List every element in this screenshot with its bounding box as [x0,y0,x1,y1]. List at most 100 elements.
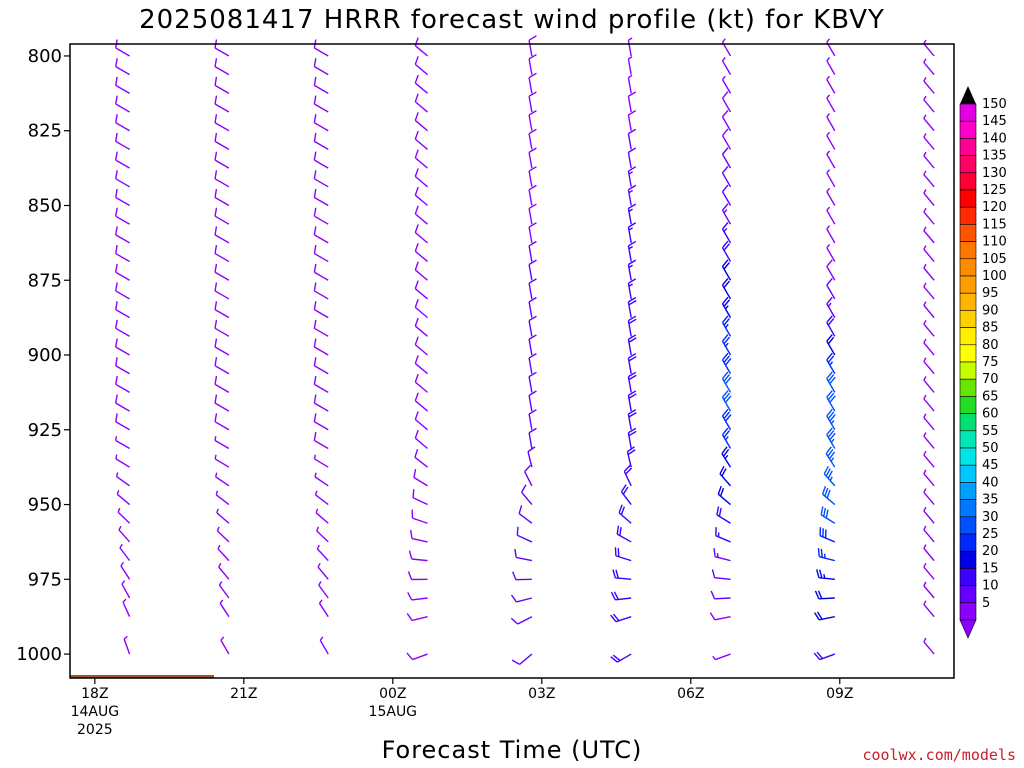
barb-staff [318,602,329,618]
barb-flag [528,315,537,322]
barb-staff [412,517,428,524]
barb-half-flag [923,506,927,512]
wind-barb [510,594,533,603]
wind-barb [313,58,329,76]
barb-flag [628,296,637,303]
barb-half-flag [628,74,633,79]
wind-barb [721,147,732,169]
wind-barb [923,581,935,599]
barb-flag [613,591,619,600]
barb-staff [721,116,732,132]
barb-staff [214,215,230,225]
colorbar-swatch [959,378,977,397]
wind-barb [814,611,835,621]
barb-flag [628,110,637,116]
barb-half-flag [717,532,720,537]
wind-barb [923,600,935,618]
barb-staff [414,63,429,76]
barb-flag [413,468,417,478]
barb-flag [628,147,637,153]
barb-flag [511,659,520,665]
credit-text[interactable]: coolwx.com/models [862,746,1016,764]
barb-flag [828,451,836,460]
barb-staff [923,230,935,244]
barb-staff [115,159,130,169]
barb-flag [115,245,118,254]
barb-flag [408,550,413,560]
barb-staff [314,140,329,151]
wind-barb [826,206,836,225]
chart-title: 2025081417 HRRR forecast wind profile (k… [139,5,885,35]
wind-barb [627,128,637,150]
barb-staff [215,476,230,487]
barb-flag [826,315,833,323]
colorbar-swatch [959,327,977,346]
barb-staff [528,96,533,113]
barb-staff [412,653,428,661]
barb-staff [314,47,329,57]
barb-flag [826,334,833,342]
barb-flag [414,168,419,177]
barb-half-flag [923,114,927,119]
barb-flag [826,489,831,499]
wind-barb [408,550,428,562]
barb-staff [414,232,429,244]
barb-flag [709,612,716,621]
wind-barb [627,147,637,169]
barb-flag [514,548,517,558]
barb-staff [528,189,533,206]
barb-staff [214,439,230,450]
barb-flag [313,431,317,441]
barb-staff [923,286,935,300]
wind-barb [826,371,836,393]
barb-half-flag [317,562,321,568]
barb-flag [721,128,729,137]
wind-barb [826,243,836,262]
barb-flag [313,357,317,366]
wind-barb [618,504,632,524]
barb-flag [623,464,631,472]
y-axis: 800 825 850 875 900 925 950 975 1000 [16,46,70,665]
wind-barb [218,581,230,599]
barb-half-flag [823,573,826,579]
barb-flag [723,243,730,251]
barb-staff [214,84,230,94]
barb-flag [115,151,118,161]
barb-half-flag [115,472,119,477]
x-axis: 18Z 14AUG 2025 21Z 00Z 15AUG 03Z 06Z 09Z [71,678,853,738]
barb-half-flag [830,419,835,425]
colorbar-label: 45 [982,458,999,473]
barb-flag [214,263,218,273]
wind-barb [627,353,637,374]
x-tick-label: 06Z [677,686,704,702]
barb-staff [214,271,230,281]
barb-half-flag [923,432,927,437]
colorbar-top-arrow [960,86,976,104]
wind-barb [314,472,329,487]
barb-staff [826,135,836,150]
wind-barb [814,590,835,600]
barb-flag [618,504,623,513]
barb-flag [723,280,730,289]
barb-half-flag [923,581,927,587]
wind-barb [115,394,130,412]
barb-half-flag [826,94,831,99]
colorbar-label: 100 [982,269,1007,284]
wind-barb [721,390,732,412]
barb-flag [721,109,729,118]
barb-staff [714,616,731,621]
barb-half-flag [826,169,831,174]
barb-staff [923,323,935,337]
wind-barb [528,334,537,356]
wind-barb [414,224,429,244]
barb-flag [407,592,413,601]
wind-barb [117,507,131,524]
wind-barb [721,38,732,57]
barb-staff [923,417,935,431]
barb-staff [115,252,130,263]
wind-barb [115,170,130,188]
barb-staff [923,379,935,393]
barb-flag [817,548,821,557]
wind-barb [627,110,637,131]
barb-flag [115,263,118,273]
